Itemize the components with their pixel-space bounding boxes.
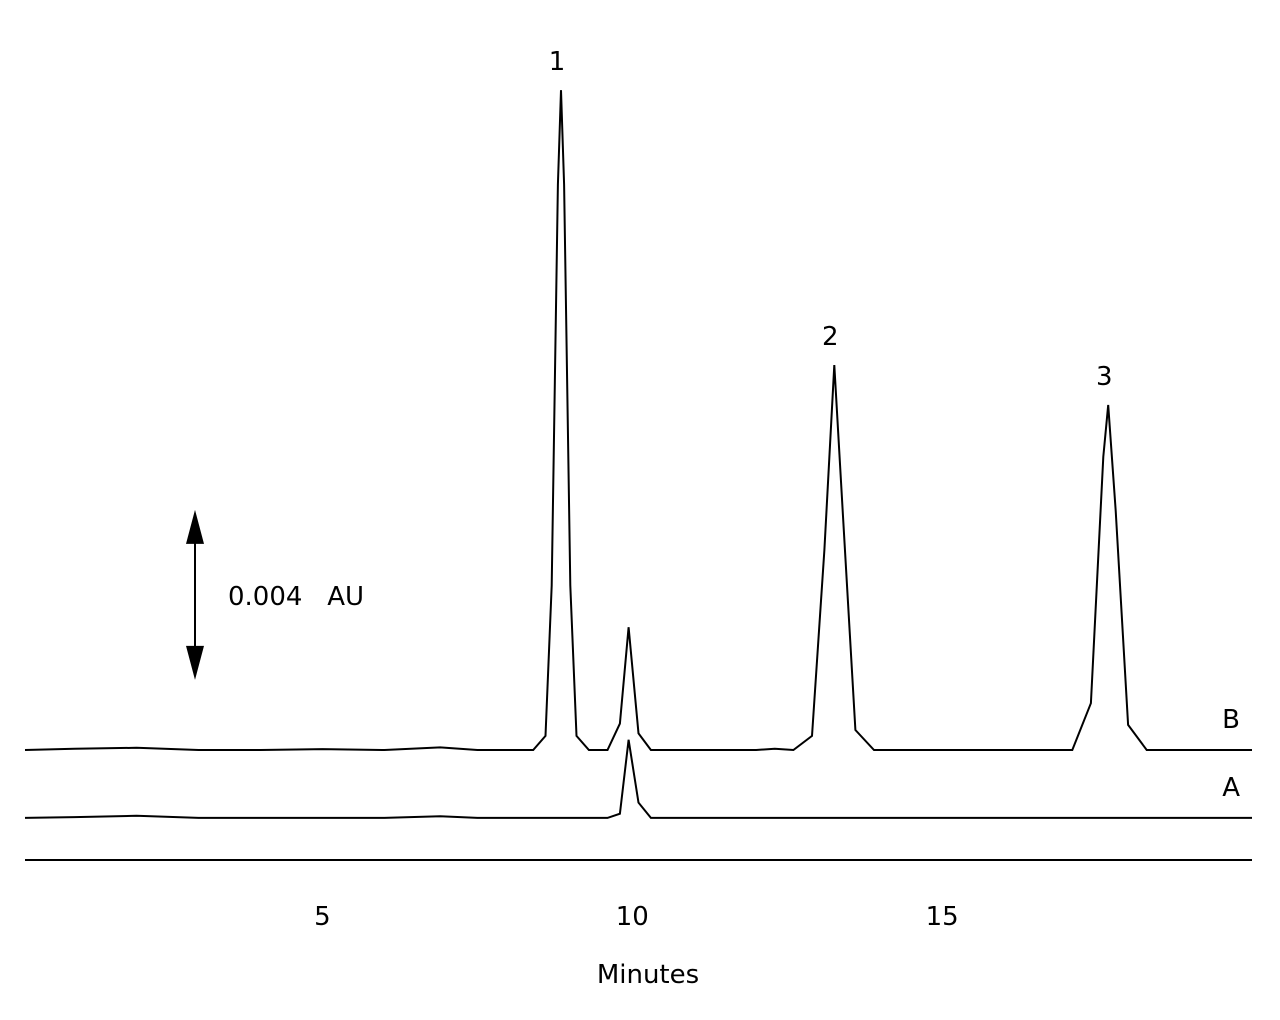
scale-label: 0.004 AU xyxy=(228,582,364,612)
scale-arrow-head xyxy=(186,645,204,680)
peak-label: 1 xyxy=(549,47,566,77)
peak-label: 2 xyxy=(822,322,839,352)
trace-name: B xyxy=(1222,705,1240,735)
x-tick-label: 5 xyxy=(314,902,331,932)
x-tick-label: 10 xyxy=(616,902,649,932)
scale-arrow-head xyxy=(186,509,204,544)
x-axis-label: Minutes xyxy=(597,960,699,990)
trace-name: A xyxy=(1222,773,1240,803)
x-tick-label: 15 xyxy=(926,902,959,932)
trace xyxy=(24,90,1252,752)
trace xyxy=(24,739,1252,819)
peak-label: 3 xyxy=(1096,362,1113,392)
